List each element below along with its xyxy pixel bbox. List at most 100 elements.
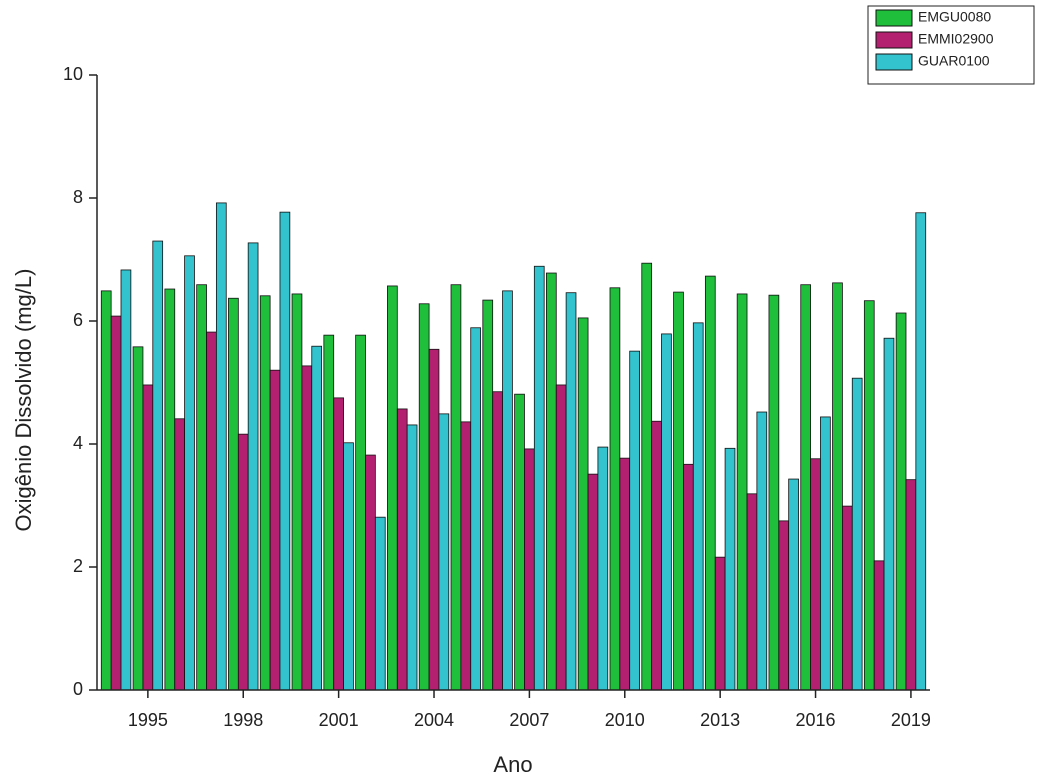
bar bbox=[387, 285, 398, 691]
bar bbox=[323, 334, 335, 691]
bar bbox=[651, 420, 662, 691]
bar bbox=[555, 384, 567, 691]
bar bbox=[502, 290, 513, 691]
legend-label: GUAR0100 bbox=[918, 53, 990, 69]
bar bbox=[683, 463, 694, 691]
bar bbox=[333, 397, 344, 691]
bar bbox=[842, 505, 853, 691]
y-tick-label: 6 bbox=[73, 310, 83, 330]
bar bbox=[565, 292, 577, 691]
bar bbox=[450, 284, 462, 691]
bar bbox=[514, 393, 525, 691]
bar bbox=[832, 282, 843, 691]
bar bbox=[406, 424, 418, 691]
bar bbox=[609, 287, 621, 691]
bar bbox=[895, 312, 907, 691]
bar bbox=[184, 255, 195, 691]
bar bbox=[736, 293, 748, 691]
bar bbox=[269, 369, 281, 691]
bar bbox=[704, 275, 716, 691]
y-tick-label: 10 bbox=[63, 64, 83, 84]
bar bbox=[374, 516, 386, 691]
bar bbox=[661, 333, 672, 691]
bar bbox=[629, 350, 640, 691]
bar bbox=[164, 288, 176, 691]
bar bbox=[597, 446, 609, 691]
bar bbox=[365, 454, 376, 691]
bar bbox=[492, 391, 503, 691]
bar bbox=[673, 291, 684, 691]
bar bbox=[714, 556, 726, 691]
bar bbox=[343, 442, 354, 691]
bar bbox=[206, 331, 217, 691]
bar bbox=[524, 448, 535, 691]
legend-swatch bbox=[875, 9, 913, 27]
x-tick-label: 2001 bbox=[319, 710, 359, 730]
bar bbox=[470, 327, 481, 691]
x-axis-label: Ano bbox=[493, 752, 532, 777]
bar bbox=[428, 348, 440, 691]
bar bbox=[756, 411, 768, 691]
x-tick-label: 2016 bbox=[796, 710, 836, 730]
bar bbox=[291, 293, 303, 691]
x-tick-label: 2004 bbox=[414, 710, 454, 730]
bar bbox=[152, 240, 164, 691]
bar bbox=[546, 272, 557, 691]
bar bbox=[396, 408, 408, 691]
bar bbox=[120, 269, 132, 691]
bar bbox=[418, 303, 430, 691]
bar bbox=[279, 211, 291, 691]
bar bbox=[641, 262, 653, 691]
bar bbox=[311, 345, 323, 691]
bar bbox=[110, 315, 122, 691]
bar bbox=[174, 418, 185, 691]
bar bbox=[237, 433, 249, 691]
bar bbox=[820, 416, 831, 691]
bar bbox=[768, 294, 780, 691]
bar bbox=[810, 458, 821, 691]
bar bbox=[873, 560, 885, 691]
bar bbox=[915, 212, 927, 691]
y-tick-label: 4 bbox=[73, 433, 83, 453]
bar bbox=[482, 299, 494, 691]
legend-swatch bbox=[875, 53, 913, 71]
y-tick-label: 0 bbox=[73, 679, 83, 699]
bar bbox=[778, 520, 790, 691]
legend-label: EMGU0080 bbox=[918, 9, 991, 25]
x-tick-label: 2019 bbox=[891, 710, 931, 730]
bar bbox=[301, 365, 313, 691]
bar bbox=[228, 297, 239, 691]
legend-label: EMMI02900 bbox=[918, 31, 994, 47]
x-tick-label: 2013 bbox=[700, 710, 740, 730]
bar bbox=[692, 322, 704, 691]
bar bbox=[247, 242, 259, 691]
bar bbox=[100, 290, 112, 691]
y-axis-label: Oxigênio Dissolvido (mg/L) bbox=[11, 269, 36, 532]
bar bbox=[746, 493, 758, 691]
legend-swatch bbox=[875, 31, 913, 49]
bar bbox=[460, 421, 472, 691]
bar bbox=[587, 473, 599, 691]
bar bbox=[788, 478, 799, 691]
bar bbox=[132, 346, 144, 691]
x-tick-label: 2007 bbox=[509, 710, 549, 730]
bar bbox=[851, 377, 863, 691]
bar bbox=[142, 384, 154, 691]
bar bbox=[355, 334, 366, 691]
bar bbox=[724, 447, 736, 691]
bar bbox=[533, 265, 545, 691]
bar bbox=[577, 317, 589, 691]
y-tick-label: 2 bbox=[73, 556, 83, 576]
x-tick-label: 1998 bbox=[223, 710, 263, 730]
bar bbox=[196, 284, 207, 691]
bar bbox=[215, 202, 227, 691]
x-tick-label: 2010 bbox=[605, 710, 645, 730]
bar bbox=[905, 479, 917, 691]
bar bbox=[619, 457, 631, 691]
bar bbox=[863, 300, 875, 691]
bar bbox=[438, 413, 450, 691]
y-tick-label: 8 bbox=[73, 187, 83, 207]
bar bbox=[800, 284, 812, 691]
bar bbox=[259, 295, 271, 691]
